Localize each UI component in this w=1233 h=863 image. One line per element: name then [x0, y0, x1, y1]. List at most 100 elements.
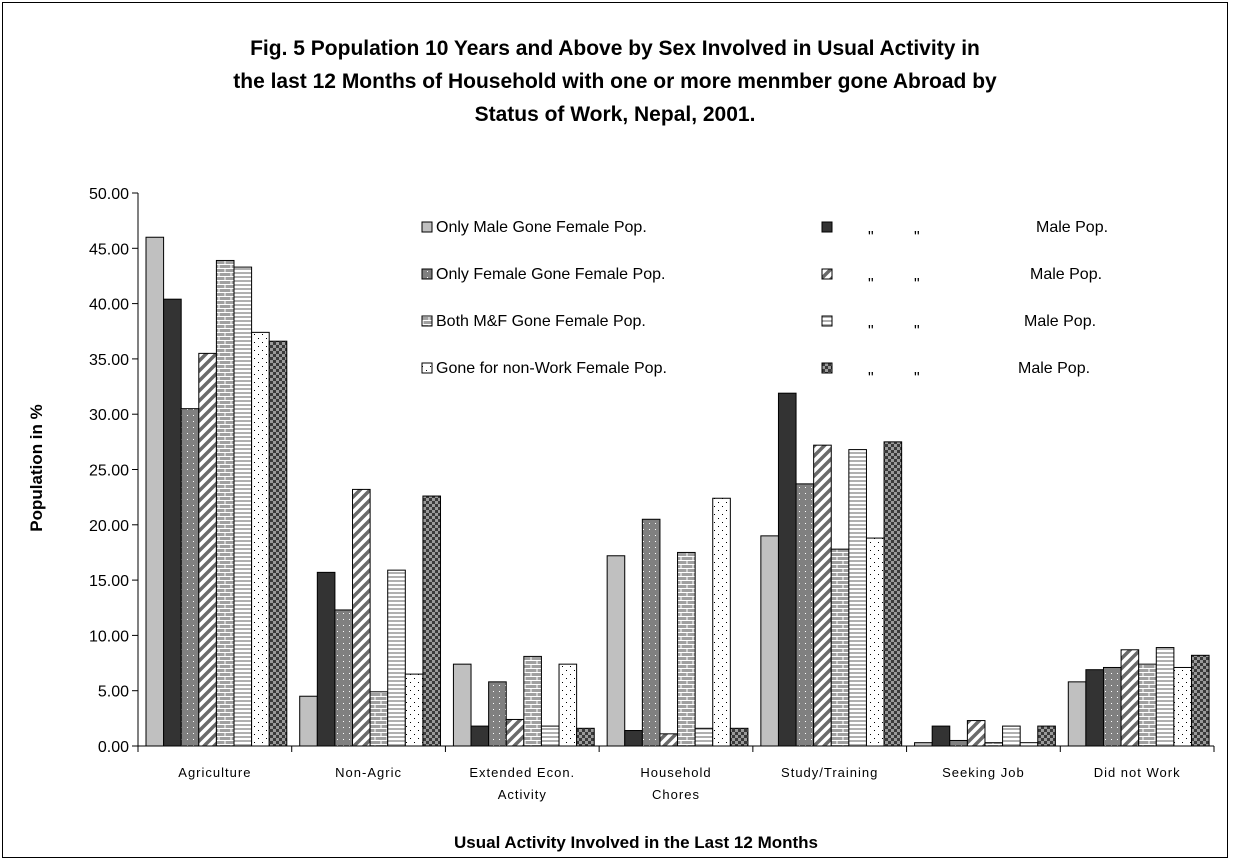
bar	[334, 609, 354, 747]
y-tick-label: 30.00	[89, 407, 129, 424]
bar	[558, 663, 578, 747]
bar	[966, 720, 986, 747]
bar	[813, 444, 832, 747]
bar	[1037, 725, 1056, 747]
bar	[641, 518, 661, 747]
y-tick-label: 40.00	[89, 297, 129, 314]
bar	[677, 551, 696, 747]
bar	[830, 548, 850, 747]
x-tick-label: Seeking Job	[942, 765, 1025, 780]
plot-area: 0.00 5.00 10.00 15.00 20.00 25.00 30.00 35.00 40…	[89, 186, 1215, 802]
bar	[523, 655, 542, 747]
bar	[387, 569, 406, 747]
bar	[1138, 663, 1157, 747]
x-tick-label: Non-Agric	[335, 765, 402, 780]
legend-swatch	[821, 221, 833, 233]
legend-label: Male Pop.	[1036, 219, 1108, 236]
legend-swatch	[421, 315, 433, 327]
legend-ditto: "	[914, 276, 920, 293]
y-tick-label: 10.00	[89, 628, 129, 645]
bar	[729, 727, 749, 747]
bar	[1085, 669, 1104, 747]
bar	[145, 236, 165, 747]
legend-ditto: "	[914, 229, 920, 246]
bar	[198, 352, 217, 747]
bar	[404, 673, 424, 747]
x-tick-label: Activity	[498, 787, 547, 802]
bar	[1067, 681, 1087, 747]
legend-swatch	[821, 362, 833, 374]
bar	[931, 725, 951, 747]
x-tick-label: Household	[640, 765, 711, 780]
bar	[606, 555, 626, 747]
legend-label: Male Pop.	[1030, 266, 1102, 283]
y-tick-label: 5.00	[98, 684, 129, 701]
bar	[1102, 666, 1122, 747]
legend-label: Only Female Gone Female Pop.	[436, 266, 665, 283]
bar	[1019, 742, 1039, 747]
title-line-1: Fig. 5 Population 10 Years and Above by …	[250, 37, 980, 60]
legend: Only Male Gone Female Pop. " " Male Pop. Onl…	[421, 219, 1108, 387]
bar	[1190, 654, 1210, 747]
bar	[352, 488, 371, 747]
bar	[760, 535, 779, 747]
y-tick-label: 50.00	[89, 186, 129, 203]
x-tick-label: Did not Work	[1094, 765, 1181, 780]
legend-label: Male Pop.	[1018, 360, 1090, 377]
legend-label: Both M&F Gone Female Pop.	[436, 313, 646, 330]
y-tick-label: 25.00	[89, 463, 129, 480]
legend-swatch	[421, 268, 433, 280]
bar	[299, 695, 318, 747]
bar	[180, 408, 200, 747]
legend-label: Only Male Gone Female Pop.	[436, 219, 647, 236]
bar	[848, 449, 867, 747]
y-tick-label: 45.00	[89, 241, 129, 258]
chart-title: Fig. 5 Population 10 Years and Above by …	[100, 32, 1130, 131]
bar	[984, 742, 1004, 747]
legend-label: Gone for non-Work Female Pop.	[436, 360, 667, 377]
bar	[452, 663, 472, 747]
x-tick-label: Chores	[652, 787, 700, 802]
bar	[268, 340, 288, 747]
bar	[251, 331, 270, 747]
bar	[505, 718, 525, 747]
y-tick-label: 35.00	[89, 352, 129, 369]
bar	[694, 727, 714, 747]
bar	[540, 725, 560, 747]
bar	[795, 483, 815, 747]
bar	[1173, 666, 1192, 747]
y-tick-label: 15.00	[89, 573, 129, 590]
y-tick-label: 0.00	[98, 739, 129, 756]
bar	[659, 733, 679, 747]
y-axis-title: Population in %	[27, 404, 46, 532]
bar	[369, 691, 389, 747]
bar	[883, 441, 903, 747]
legend-swatch	[821, 315, 833, 327]
title-line-3: Status of Work, Nepal, 2001.	[474, 103, 756, 126]
bar	[488, 681, 507, 747]
x-tick-label: Study/Training	[781, 765, 878, 780]
x-tick-label: Extended Econ.	[469, 765, 575, 780]
bar	[233, 266, 253, 747]
bar	[576, 727, 595, 747]
bar	[1155, 647, 1175, 747]
bar	[470, 725, 490, 747]
bar	[712, 497, 731, 747]
bar	[316, 571, 336, 747]
bar	[949, 739, 968, 747]
bar	[1120, 649, 1140, 747]
legend-ditto: "	[868, 370, 874, 387]
bar	[215, 259, 235, 747]
bar	[1002, 725, 1021, 747]
x-tick-label: Agriculture	[178, 765, 251, 780]
bar	[777, 392, 797, 747]
bar	[163, 298, 182, 747]
title-line-2: the last 12 Months of Household with one…	[233, 70, 997, 93]
legend-ditto: "	[914, 323, 920, 340]
legend-ditto: "	[868, 229, 874, 246]
bar	[865, 537, 885, 747]
legend-ditto: "	[868, 276, 874, 293]
bar	[422, 495, 442, 747]
legend-swatch	[421, 221, 433, 233]
